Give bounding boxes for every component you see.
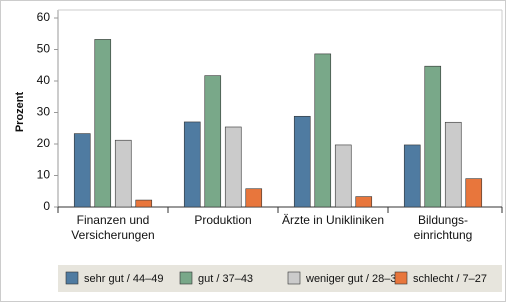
bar [355,196,373,208]
bar [403,144,421,208]
y-tick-label: 0 [43,199,50,213]
bar [465,178,483,208]
bar [314,53,332,208]
bar [135,199,153,208]
bar [293,115,311,208]
bar [334,144,352,208]
y-axis-label: Prozent [14,91,26,132]
legend-box [58,265,502,292]
y-tick-label: 10 [37,168,51,182]
x-tick-label: Produktion [194,213,251,227]
legend-swatch [65,271,79,285]
y-tick-label: 30 [37,105,51,119]
bar [73,133,91,208]
bar [183,121,201,208]
legend-label: weniger gut / 28–36 [305,273,403,285]
legend-label: sehr gut / 44–49 [84,273,164,285]
y-tick-label: 40 [37,73,51,87]
bar [245,188,263,208]
legend-swatch [287,271,301,285]
legend-label: schlecht / 7–27 [413,273,487,285]
bar [424,65,442,208]
bar [94,39,112,208]
bar [204,75,222,208]
legend-swatch [179,271,193,285]
y-tick-label: 60 [37,10,51,24]
legend-swatch [394,271,408,285]
bar [224,126,242,208]
x-tick-label: Ärzte in Unikliniken [282,213,384,227]
y-tick-label: 20 [37,136,51,150]
bar [114,139,132,208]
bar [444,121,462,208]
x-tick-label: einrichtung [414,228,473,242]
x-tick-label: Finanzen und [77,213,150,227]
legend-label: gut / 37–43 [198,273,253,285]
x-tick-label: Bildungs- [418,213,468,227]
y-tick-label: 50 [37,42,51,56]
x-tick-label: Versicherungen [71,228,154,242]
